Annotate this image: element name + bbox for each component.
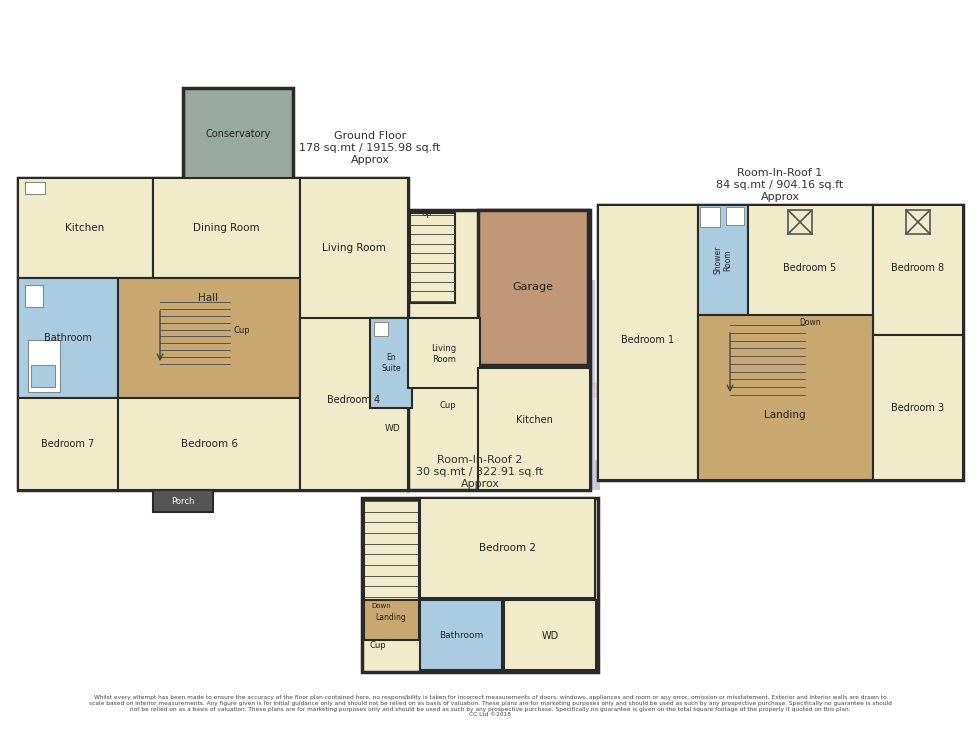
Text: Ground Floor
178 sq.mt / 1915.98 sq.ft
Approx: Ground Floor 178 sq.mt / 1915.98 sq.ft A…	[299, 132, 441, 165]
Text: Landing: Landing	[764, 410, 806, 420]
Bar	[300, 178, 408, 318]
Text: Bedroom 3: Bedroom 3	[892, 403, 945, 413]
Bar	[598, 205, 963, 480]
Bar	[18, 278, 118, 398]
Text: Whilst every attempt has been made to ensure the accuracy of the floor plan cont: Whilst every attempt has been made to en…	[88, 695, 892, 717]
Text: Dining Room: Dining Room	[193, 223, 260, 233]
Bar	[420, 498, 595, 598]
Bar	[118, 398, 300, 490]
Text: Bedroom 2: Bedroom 2	[478, 543, 535, 553]
Bar	[906, 210, 930, 234]
Bar	[118, 278, 300, 398]
Bar	[700, 207, 720, 227]
Bar	[330, 280, 595, 470]
Text: Conservatory: Conservatory	[206, 129, 270, 139]
Text: Down: Down	[799, 318, 821, 326]
Text: Bedroom 8: Bedroom 8	[892, 263, 945, 273]
Bar	[183, 88, 293, 183]
Bar	[408, 318, 480, 388]
Bar	[28, 340, 60, 392]
Bar	[410, 213, 455, 303]
Text: Living
Room: Living Room	[431, 344, 457, 364]
Bar	[370, 318, 412, 408]
Bar	[18, 398, 118, 490]
Bar	[478, 210, 588, 365]
Text: Shower
Room: Shower Room	[713, 245, 733, 274]
Bar	[362, 498, 598, 672]
Text: WD: WD	[541, 631, 559, 641]
Text: BuckleyBrown: BuckleyBrown	[379, 376, 601, 404]
Text: Bedroom 4: Bedroom 4	[327, 395, 380, 405]
Bar	[25, 285, 43, 307]
Text: Room-In-Roof 1
84 sq.mt / 904.16 sq.ft
Approx: Room-In-Roof 1 84 sq.mt / 904.16 sq.ft A…	[716, 168, 844, 201]
Text: En
Suite: En Suite	[381, 354, 401, 373]
Bar	[504, 600, 596, 670]
Bar	[300, 318, 408, 490]
Bar	[364, 500, 419, 600]
Bar	[726, 207, 744, 225]
Text: Cup: Cup	[369, 640, 386, 650]
Bar	[873, 205, 963, 335]
Bar	[420, 600, 502, 670]
Bar	[153, 178, 300, 278]
Bar	[18, 178, 153, 278]
Text: Kitchen: Kitchen	[515, 415, 553, 425]
Text: Bathroom: Bathroom	[439, 631, 483, 640]
Text: Bedroom 1: Bedroom 1	[621, 335, 674, 345]
Text: ESTATE AGENTS: ESTATE AGENTS	[410, 406, 570, 424]
Text: WD: WD	[385, 423, 401, 432]
Bar	[788, 210, 812, 234]
Text: Cup: Cup	[233, 326, 250, 334]
Bar	[18, 178, 408, 490]
Bar	[153, 490, 213, 512]
Text: Down: Down	[371, 603, 391, 609]
Bar	[873, 335, 963, 480]
Text: Living Room: Living Room	[322, 243, 386, 253]
Bar	[698, 205, 748, 315]
Text: Cup: Cup	[440, 401, 457, 409]
Bar	[408, 210, 590, 490]
Bar	[374, 322, 388, 336]
Text: Bedroom 5: Bedroom 5	[783, 263, 837, 273]
Text: Kitchen: Kitchen	[66, 223, 105, 233]
Text: Bedroom 6: Bedroom 6	[180, 439, 237, 449]
Text: Room-In-Roof 2
30 sq.mt / 322.91 sq.ft
Approx: Room-In-Roof 2 30 sq.mt / 322.91 sq.ft A…	[416, 456, 544, 489]
Bar	[364, 600, 419, 640]
Text: Bathroom: Bathroom	[44, 333, 92, 343]
Bar	[330, 460, 600, 490]
Text: Hall: Hall	[198, 293, 219, 303]
Bar	[698, 315, 873, 480]
Bar	[25, 182, 45, 194]
Bar	[748, 205, 873, 335]
Text: Garage: Garage	[513, 282, 554, 292]
Text: Up: Up	[421, 209, 432, 218]
Bar	[598, 205, 698, 480]
Text: Landing: Landing	[375, 614, 407, 623]
Text: Bedroom 7: Bedroom 7	[41, 439, 95, 449]
Text: Porch: Porch	[172, 497, 195, 506]
Bar	[31, 365, 55, 387]
Bar	[478, 368, 590, 490]
